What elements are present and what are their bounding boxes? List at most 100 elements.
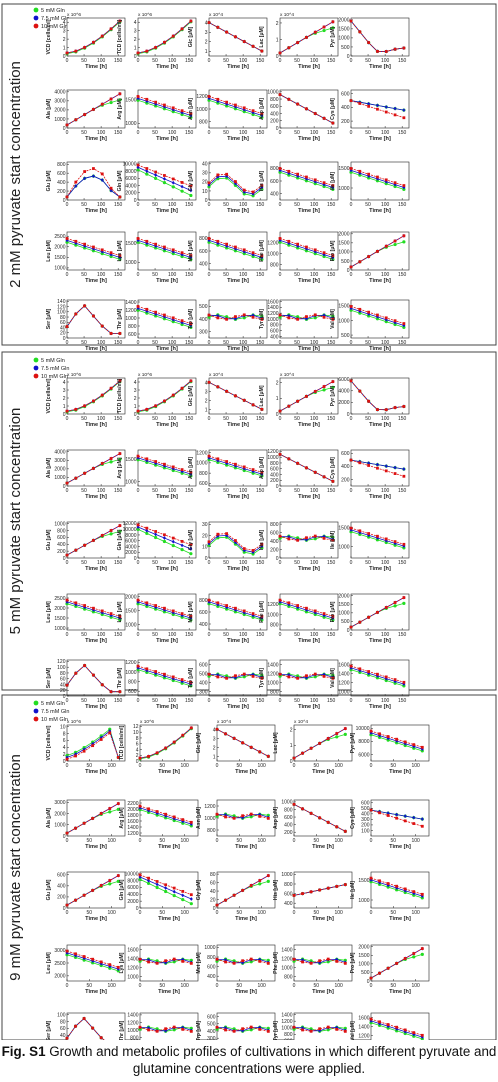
x-tick-label: 100: [334, 983, 343, 989]
y-axis-label: Glu [µM]: [46, 529, 52, 550]
data-point: [145, 407, 149, 411]
data-point: [296, 461, 300, 465]
y-tick-label: 10: [60, 725, 66, 731]
x-tick-label: 150: [398, 416, 407, 422]
data-point: [266, 879, 270, 883]
data-point: [358, 102, 362, 105]
data-point: [292, 1025, 296, 1029]
y-tick-label: 0: [134, 54, 137, 60]
data-point: [91, 1026, 95, 1030]
x-tick-label: 150: [327, 340, 336, 346]
y-tick-label: 1500: [338, 304, 349, 310]
data-point: [376, 249, 379, 253]
y-tick-label: 800: [270, 623, 279, 629]
panel-axes: [208, 161, 268, 201]
y-axis-label: Gln [µM]: [119, 879, 125, 900]
y-tick-label: 0: [136, 759, 139, 765]
data-point: [331, 254, 335, 257]
x-tick-label: 50: [365, 272, 371, 278]
y-tick-label: 1500: [358, 953, 369, 959]
x-tick-label: 150: [185, 340, 194, 346]
data-point: [233, 105, 237, 109]
data-point: [249, 1025, 253, 1029]
data-point: [145, 99, 149, 104]
data-point: [242, 672, 246, 676]
data-point: [384, 105, 388, 109]
y-tick-label: 800: [199, 236, 208, 242]
data-point: [384, 469, 388, 473]
data-point: [189, 379, 193, 383]
y-tick-label: 4000: [338, 389, 349, 395]
data-point: [154, 173, 158, 177]
data-point: [65, 195, 69, 199]
data-point: [154, 104, 158, 108]
panel-axes: [370, 799, 430, 837]
data-point: [369, 1017, 373, 1021]
data-point: [91, 247, 95, 251]
y-tick-label: 200: [361, 823, 370, 829]
x-tick-label: 100: [97, 560, 106, 566]
data-point: [215, 957, 219, 961]
data-point: [155, 810, 159, 813]
data-point: [384, 178, 388, 182]
data-point: [233, 181, 237, 186]
data-point: [318, 959, 322, 963]
x-axis-label: Time [h]: [389, 769, 411, 775]
y-axis-label: Phe [µM]: [273, 952, 279, 974]
data-point: [287, 404, 291, 408]
x-tick-label: 100: [257, 983, 266, 989]
data-point: [376, 466, 379, 470]
x-axis-label: Time [h]: [369, 638, 391, 644]
data-point: [108, 807, 112, 810]
data-point: [154, 170, 158, 174]
x-tick-label: 100: [97, 202, 106, 208]
x-axis-label: Time [h]: [298, 422, 320, 428]
x-tick-label: 150: [256, 202, 265, 208]
data-point: [83, 176, 87, 181]
y-tick-label: 1600: [358, 1015, 369, 1021]
data-point: [100, 34, 104, 38]
x-axis-label: Time [h]: [85, 136, 107, 142]
y-tick-label: 600: [128, 689, 137, 695]
y-tick-label: 400: [199, 317, 208, 323]
x-tick-label: 100: [239, 560, 248, 566]
data-point: [376, 107, 379, 111]
x-tick-label: 50: [160, 910, 166, 916]
y-tick-label: 600: [284, 1039, 293, 1040]
data-point: [189, 254, 193, 257]
data-point: [147, 754, 150, 758]
y-tick-label: 400: [199, 622, 208, 628]
y-tick-label: 3000: [54, 800, 65, 806]
data-point: [386, 966, 390, 970]
data-point: [287, 46, 291, 50]
data-point: [155, 880, 159, 883]
y-tick-label: 2: [63, 752, 66, 758]
data-point: [369, 808, 373, 812]
y-axis-label: Asp [µM]: [259, 457, 265, 479]
data-point: [91, 957, 95, 961]
y-scale-label: x 10^4: [209, 12, 223, 18]
data-point: [163, 245, 166, 249]
x-tick-label: 100: [168, 58, 177, 64]
x-tick-label: 0: [350, 488, 353, 494]
data-point: [216, 675, 220, 679]
x-tick-label: 0: [139, 910, 142, 916]
y-tick-label: 1400: [338, 671, 349, 677]
y-tick-label: 2000: [125, 550, 136, 556]
data-point: [172, 960, 176, 964]
y-tick-label: 200: [284, 830, 293, 836]
data-point: [258, 814, 262, 818]
data-point: [155, 882, 159, 887]
y-tick-label: 80: [60, 1019, 66, 1025]
data-point: [242, 398, 246, 402]
x-tick-label: 150: [398, 340, 407, 346]
y-tick-label: 800: [128, 679, 137, 685]
y-tick-label: 2000: [358, 945, 369, 951]
x-tick-label: 50: [152, 272, 158, 278]
data-point: [304, 177, 308, 181]
data-point: [145, 528, 149, 533]
